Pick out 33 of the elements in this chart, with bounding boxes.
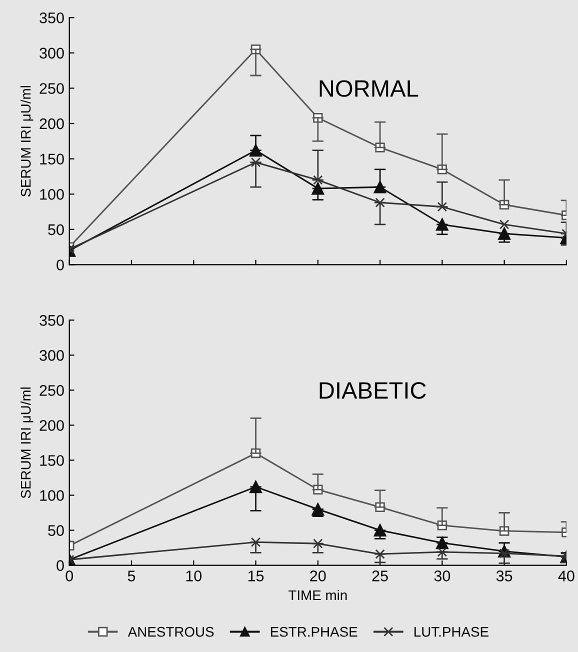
y-axis-title: SERUM IRI μU/ml [20,86,34,197]
y-tick-label: 350 [40,12,64,24]
y-axis-title: SERUM IRI μU/ml [20,388,34,498]
annotation: DIABETIC [320,382,426,399]
y-tick-label: 250 [40,385,64,396]
x-tick-label: 25 [372,570,388,582]
annotation: NORMAL [320,80,418,97]
x-tick-label: 10 [186,570,202,582]
y-tick-label: 250 [40,83,64,94]
y-tick-label: 150 [40,154,64,164]
y-tick-label: 50 [48,525,64,536]
x-tick-label: 35 [496,570,512,582]
x-tick-label: 30 [434,570,450,582]
y-tick-label: 0 [56,260,64,270]
y-tick-label: 350 [40,315,64,326]
x-tick-label: 40 [558,570,574,582]
x-axis-title: TIME min [288,590,347,600]
y-tick-label: 200 [40,118,64,130]
legend-label: LUT.PHASE [414,626,488,637]
x-tick-label: 0 [66,570,74,582]
y-tick-label: 150 [40,455,64,466]
y-tick-label: 300 [40,350,64,361]
y-tick-label: 100 [40,188,64,200]
x-tick-label: 20 [310,570,326,582]
y-tick-label: 300 [40,48,64,59]
y-tick-label: 200 [40,420,64,431]
legend-label: ESTR.PHASE [270,626,358,637]
y-tick-label: 50 [48,224,64,236]
y-tick-label: 0 [56,560,64,571]
legend-label: ANESTROUS [128,626,214,637]
x-tick-label: 5 [128,570,136,582]
x-tick-label: 15 [248,570,264,582]
y-tick-label: 100 [40,490,64,501]
